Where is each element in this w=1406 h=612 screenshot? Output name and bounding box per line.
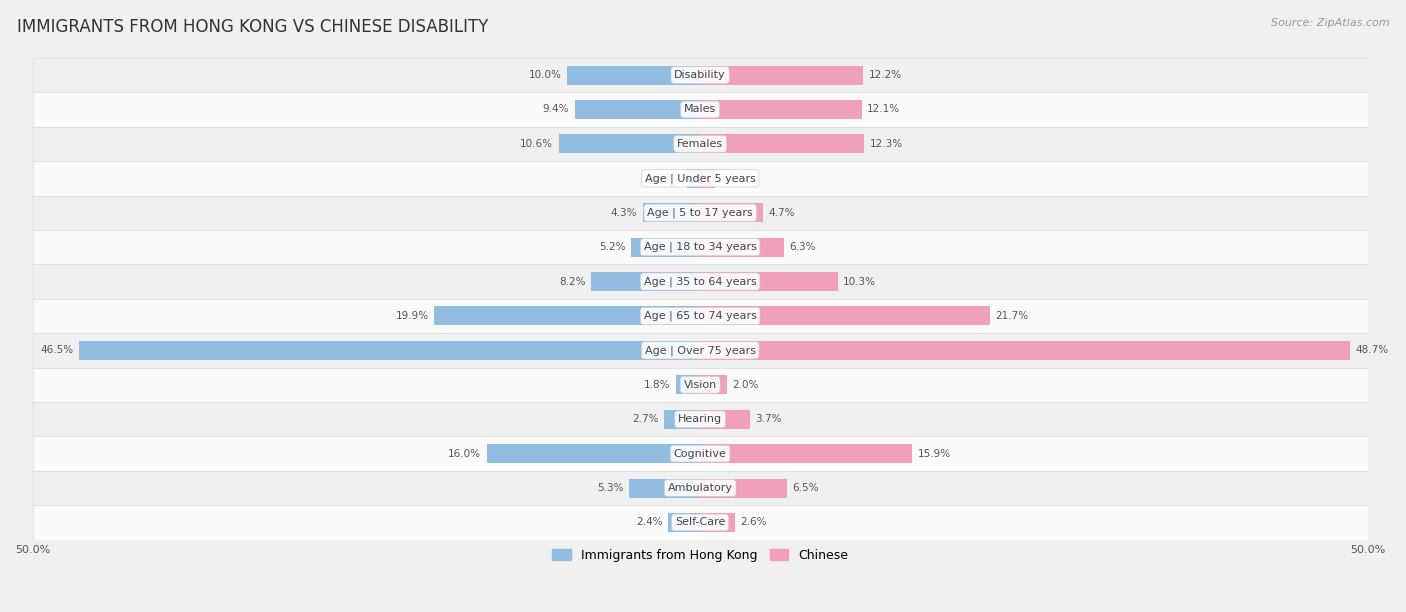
Bar: [32, 127, 1368, 161]
Bar: [32, 92, 1368, 127]
Text: 1.1%: 1.1%: [720, 173, 747, 184]
Bar: [591, 272, 700, 291]
Text: 2.4%: 2.4%: [637, 518, 662, 528]
Text: 19.9%: 19.9%: [396, 311, 429, 321]
Bar: [668, 513, 700, 532]
Bar: [700, 272, 838, 291]
Bar: [32, 161, 1368, 195]
Bar: [700, 410, 749, 428]
Text: 10.6%: 10.6%: [520, 139, 554, 149]
Bar: [79, 341, 700, 360]
Text: 1.8%: 1.8%: [644, 380, 671, 390]
Bar: [558, 135, 700, 154]
Bar: [700, 169, 714, 188]
Bar: [700, 65, 863, 84]
Text: Vision: Vision: [683, 380, 717, 390]
Bar: [32, 436, 1368, 471]
Text: 3.7%: 3.7%: [755, 414, 782, 424]
Bar: [32, 299, 1368, 333]
Text: 10.0%: 10.0%: [529, 70, 561, 80]
Text: Disability: Disability: [675, 70, 725, 80]
Bar: [700, 479, 787, 498]
Bar: [434, 307, 700, 326]
Text: Self-Care: Self-Care: [675, 518, 725, 528]
Text: 12.3%: 12.3%: [870, 139, 903, 149]
Text: 2.0%: 2.0%: [733, 380, 759, 390]
Text: 9.4%: 9.4%: [543, 105, 569, 114]
Bar: [700, 444, 912, 463]
Text: 16.0%: 16.0%: [449, 449, 481, 458]
Text: 21.7%: 21.7%: [995, 311, 1028, 321]
Bar: [630, 479, 700, 498]
Bar: [700, 341, 1350, 360]
Text: Age | 65 to 74 years: Age | 65 to 74 years: [644, 311, 756, 321]
Bar: [631, 237, 700, 256]
Bar: [32, 402, 1368, 436]
Text: 12.1%: 12.1%: [868, 105, 900, 114]
Text: 5.2%: 5.2%: [599, 242, 626, 252]
Bar: [700, 307, 990, 326]
Bar: [32, 368, 1368, 402]
Text: 8.2%: 8.2%: [558, 277, 585, 286]
Text: 46.5%: 46.5%: [41, 345, 75, 356]
Bar: [32, 333, 1368, 368]
Text: 4.7%: 4.7%: [768, 207, 794, 218]
Bar: [700, 237, 785, 256]
Text: Age | Under 5 years: Age | Under 5 years: [645, 173, 755, 184]
Bar: [664, 410, 700, 428]
Text: IMMIGRANTS FROM HONG KONG VS CHINESE DISABILITY: IMMIGRANTS FROM HONG KONG VS CHINESE DIS…: [17, 18, 488, 36]
Text: 6.5%: 6.5%: [792, 483, 818, 493]
Bar: [688, 169, 700, 188]
Bar: [32, 264, 1368, 299]
Text: Ambulatory: Ambulatory: [668, 483, 733, 493]
Bar: [567, 65, 700, 84]
Text: 10.3%: 10.3%: [844, 277, 876, 286]
Text: Age | 18 to 34 years: Age | 18 to 34 years: [644, 242, 756, 252]
Text: 12.2%: 12.2%: [869, 70, 901, 80]
Text: Cognitive: Cognitive: [673, 449, 727, 458]
Text: Age | 35 to 64 years: Age | 35 to 64 years: [644, 276, 756, 287]
Text: 48.7%: 48.7%: [1355, 345, 1389, 356]
Bar: [486, 444, 700, 463]
Bar: [700, 135, 865, 154]
Text: 15.9%: 15.9%: [918, 449, 950, 458]
Bar: [643, 203, 700, 222]
Text: 0.95%: 0.95%: [650, 173, 682, 184]
Bar: [575, 100, 700, 119]
Bar: [32, 58, 1368, 92]
Text: 6.3%: 6.3%: [790, 242, 815, 252]
Text: Males: Males: [685, 105, 716, 114]
Bar: [700, 203, 763, 222]
Text: Hearing: Hearing: [678, 414, 723, 424]
Text: Age | 5 to 17 years: Age | 5 to 17 years: [647, 207, 754, 218]
Bar: [32, 506, 1368, 540]
Bar: [700, 100, 862, 119]
Text: Source: ZipAtlas.com: Source: ZipAtlas.com: [1271, 18, 1389, 28]
Legend: Immigrants from Hong Kong, Chinese: Immigrants from Hong Kong, Chinese: [547, 544, 853, 567]
Text: 5.3%: 5.3%: [598, 483, 624, 493]
Text: Females: Females: [678, 139, 723, 149]
Bar: [676, 375, 700, 394]
Bar: [32, 471, 1368, 506]
Bar: [32, 195, 1368, 230]
Bar: [32, 230, 1368, 264]
Text: 2.7%: 2.7%: [633, 414, 659, 424]
Text: 4.3%: 4.3%: [610, 207, 637, 218]
Text: Age | Over 75 years: Age | Over 75 years: [645, 345, 755, 356]
Text: 2.6%: 2.6%: [740, 518, 766, 528]
Bar: [700, 513, 735, 532]
Bar: [700, 375, 727, 394]
